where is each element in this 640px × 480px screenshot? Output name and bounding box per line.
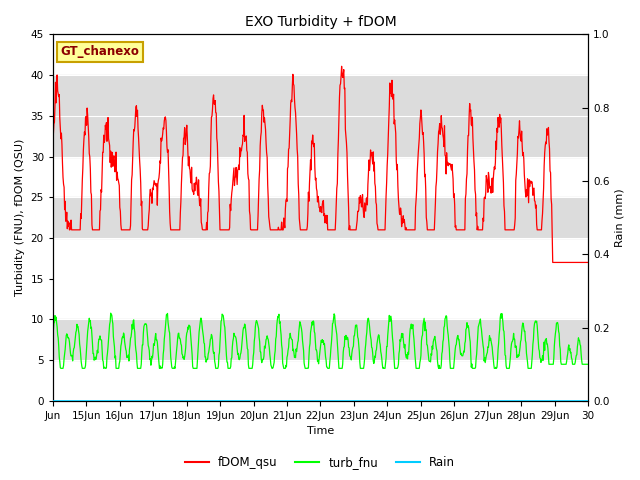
Bar [53, 320, 588, 360]
Y-axis label: Rain (mm): Rain (mm) [615, 188, 625, 247]
Legend: fDOM_qsu, turb_fnu, Rain: fDOM_qsu, turb_fnu, Rain [180, 452, 460, 474]
Text: GT_chanexo: GT_chanexo [61, 45, 140, 59]
Bar [53, 197, 588, 238]
Title: EXO Turbidity + fDOM: EXO Turbidity + fDOM [244, 15, 396, 29]
Bar [53, 75, 588, 156]
Y-axis label: Turbidity (FNU), fDOM (QSU): Turbidity (FNU), fDOM (QSU) [15, 139, 25, 296]
X-axis label: Time: Time [307, 426, 334, 436]
